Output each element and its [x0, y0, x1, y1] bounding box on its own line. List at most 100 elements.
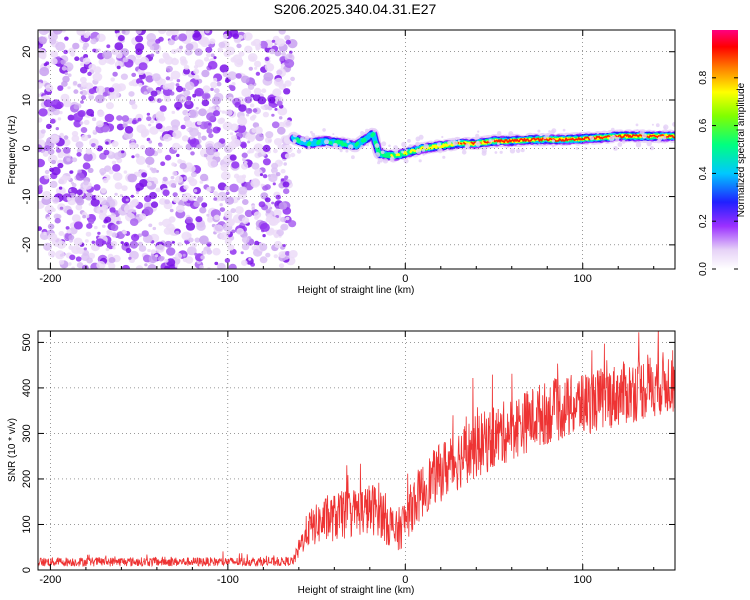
noise-blob [174, 101, 183, 110]
noise-blob [264, 197, 271, 203]
noise-blob [199, 264, 204, 269]
noise-blob [66, 158, 71, 162]
noise-blob [71, 266, 75, 269]
trace-speckle [442, 155, 446, 159]
snr-y-tick-label: 400 [21, 379, 33, 397]
noise-blob [262, 107, 266, 110]
noise-blob [76, 152, 82, 157]
colorbar-tick-label: 0.2 [698, 214, 709, 228]
noise-blob [166, 247, 176, 256]
noise-blob [282, 144, 293, 154]
noise-blob [143, 206, 154, 216]
trace-speckle [360, 131, 365, 135]
trace-speckle [324, 139, 329, 145]
snr-y-label: SNR (10 * v/v) [7, 418, 18, 482]
noise-blob [83, 42, 90, 48]
noise-blob [158, 36, 164, 42]
noise-blob [66, 66, 72, 72]
trace-speckle [346, 139, 350, 144]
noise-blob [183, 89, 191, 97]
snr-y-tick-label: 300 [21, 424, 33, 442]
colorbar-gradient [712, 30, 738, 269]
trace-speckle [404, 148, 408, 152]
noise-blob [158, 143, 163, 148]
snr-series-line [38, 331, 675, 568]
noise-blob [118, 35, 125, 42]
noise-blob [195, 106, 199, 110]
noise-blob [114, 182, 123, 190]
noise-blob [148, 223, 153, 228]
noise-blob [128, 81, 135, 86]
noise-blob [104, 216, 112, 223]
noise-blob [149, 191, 158, 200]
noise-blob [159, 105, 167, 112]
noise-blob [92, 48, 97, 53]
noise-blob [160, 161, 166, 166]
noise-blob [190, 151, 195, 156]
trace-speckle [437, 147, 443, 154]
noise-blob [249, 103, 255, 108]
noise-blob [276, 100, 283, 107]
noise-blob [214, 214, 220, 220]
noise-blob [213, 88, 220, 94]
noise-blob [188, 165, 196, 173]
noise-blob [240, 143, 247, 149]
trace-speckle [651, 123, 654, 126]
trace-speckle [374, 152, 381, 158]
noise-blob [175, 83, 180, 87]
snr-y-tick-label: 500 [21, 333, 33, 351]
trace-speckle [608, 136, 615, 142]
noise-blob [76, 189, 83, 196]
snr-y-tick-label: 100 [21, 515, 33, 533]
noise-blob [121, 115, 130, 122]
noise-blob [120, 241, 124, 245]
noise-blob [116, 115, 123, 121]
noise-blob [196, 120, 202, 126]
noise-blob [73, 120, 82, 128]
noise-blob [185, 30, 195, 37]
trace-speckle [543, 136, 547, 140]
noise-blob [162, 189, 170, 197]
noise-blob [50, 50, 59, 58]
noise-blob [80, 81, 88, 88]
noise-blob [164, 199, 170, 205]
noise-blob [268, 173, 278, 183]
noise-blob [150, 201, 159, 208]
noise-blob [170, 70, 181, 80]
noise-blob [259, 173, 264, 177]
noise-blob [151, 168, 157, 174]
noise-blob [43, 99, 53, 108]
noise-blob [280, 168, 286, 174]
noise-blob [135, 153, 140, 158]
noise-blob [129, 240, 139, 249]
noise-blob [273, 77, 284, 87]
noise-blob [241, 243, 250, 251]
noise-blob [258, 201, 266, 208]
noise-blob [278, 30, 286, 35]
noise-blob [145, 75, 154, 83]
noise-blob [268, 96, 276, 104]
noise-blob [190, 171, 197, 178]
noise-blob [241, 163, 249, 170]
noise-blob [82, 214, 86, 219]
noise-blob [201, 99, 210, 107]
trace-speckle [545, 133, 550, 138]
noise-blob [87, 252, 96, 260]
trace-speckle [497, 131, 502, 136]
trace-speckle [418, 134, 424, 140]
noise-blob [290, 76, 295, 82]
noise-blob [87, 71, 92, 76]
noise-blob [274, 240, 282, 249]
noise-blob [276, 68, 287, 78]
noise-blob [253, 87, 262, 95]
noise-blob [162, 83, 170, 90]
noise-blob [231, 229, 236, 234]
noise-blob [114, 60, 123, 69]
noise-blob [216, 81, 222, 87]
noise-blob [188, 109, 199, 119]
noise-blob [261, 151, 266, 155]
noise-blob [155, 123, 163, 130]
noise-blob [38, 45, 41, 49]
noise-blob [128, 256, 132, 260]
noise-blob [141, 132, 148, 138]
